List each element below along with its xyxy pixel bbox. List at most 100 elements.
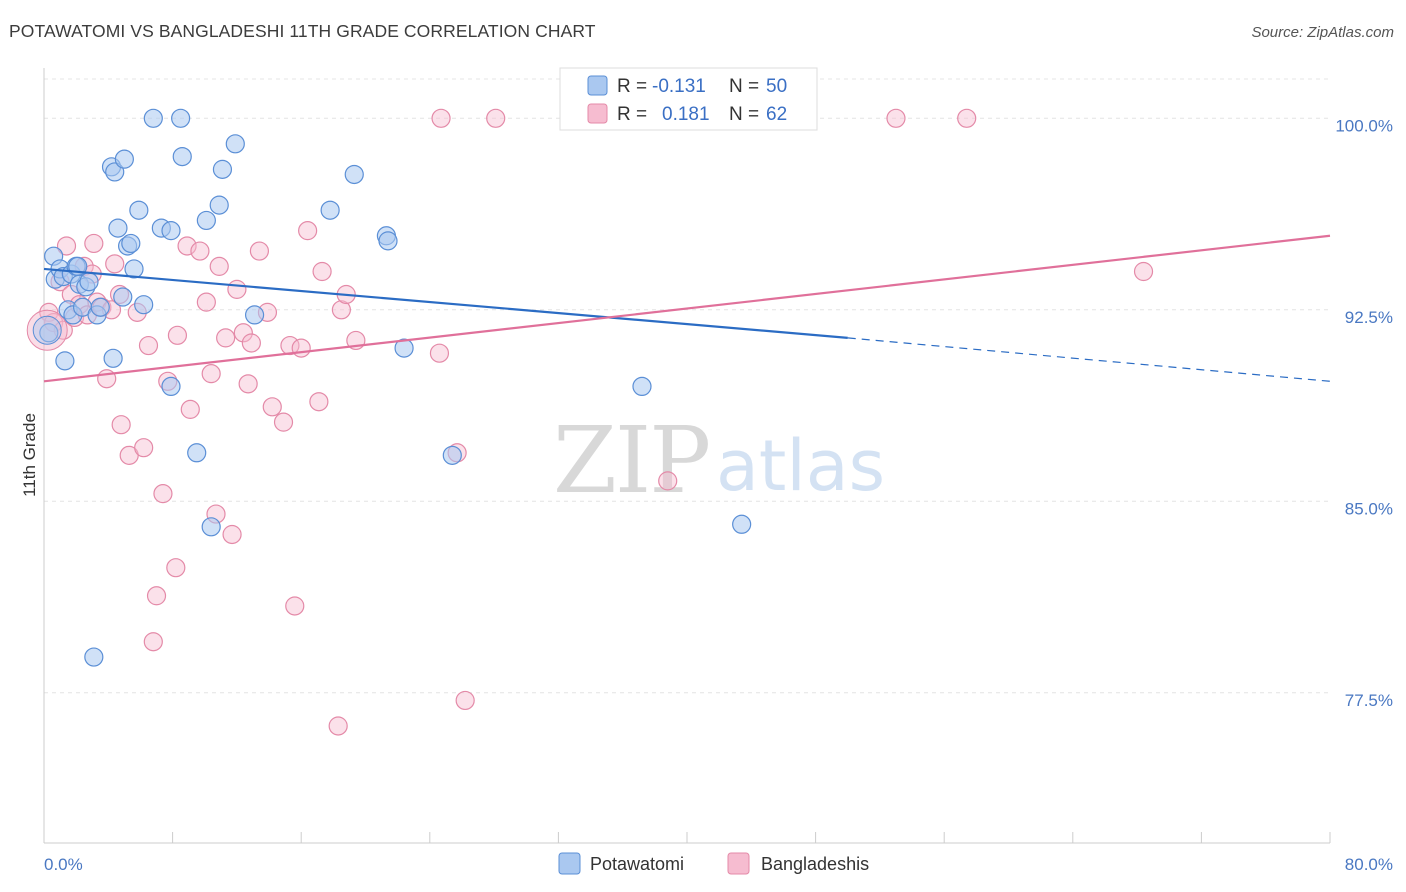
bangladeshi-point bbox=[201, 364, 221, 384]
bangladeshi-point bbox=[328, 716, 348, 736]
watermark-atlas: atlas bbox=[716, 425, 885, 507]
potawatomi-point bbox=[55, 351, 75, 371]
potawatomi-point bbox=[632, 376, 652, 396]
bangladeshi-point bbox=[486, 108, 506, 128]
bangladeshi-point bbox=[249, 241, 270, 261]
potawatomi-point bbox=[212, 159, 233, 179]
potawatomi-point bbox=[187, 443, 207, 463]
potawatomi-point bbox=[732, 514, 752, 534]
watermark-zip: ZIP bbox=[553, 407, 709, 514]
watermark: ZIP atlas bbox=[553, 407, 885, 514]
bangladeshi-point bbox=[111, 415, 131, 435]
potawatomi-point bbox=[171, 108, 191, 128]
bangladeshi-point bbox=[222, 524, 242, 545]
axis-layer bbox=[43, 68, 1330, 844]
potawatomi-point bbox=[225, 134, 245, 154]
potawatomi-point bbox=[161, 376, 181, 396]
bangladeshi-point bbox=[312, 261, 332, 282]
legend-n-value-potawatomi: 50 bbox=[766, 76, 787, 97]
legend-r-value-potawatomi: -0.131 bbox=[652, 76, 706, 97]
potawatomi-trend-extension bbox=[847, 337, 1331, 382]
bangladeshi-point bbox=[309, 392, 329, 412]
bangladeshi-point bbox=[241, 333, 261, 353]
series-legend-label-bangladeshi: Bangladeshis bbox=[761, 854, 869, 874]
bangladeshi-point bbox=[216, 328, 236, 348]
potawatomi-point bbox=[378, 231, 398, 251]
y-tick-label: 85.0% bbox=[1345, 499, 1393, 518]
potawatomi-point bbox=[201, 517, 221, 537]
potawatomi-point bbox=[114, 149, 134, 169]
bangladeshi-point bbox=[153, 484, 173, 504]
x-tick-label: 80.0% bbox=[1345, 855, 1393, 874]
bangladeshi-point bbox=[429, 343, 450, 363]
bangladeshi-point bbox=[957, 108, 977, 128]
bangladeshi-point bbox=[56, 236, 77, 256]
y-axis-label: 11th Grade bbox=[20, 413, 39, 497]
potawatomi-point bbox=[442, 445, 462, 465]
series-legend-swatch-potawatomi bbox=[558, 852, 581, 875]
x-tick-labels: 0.0% 80.0% bbox=[44, 855, 1393, 874]
legend-swatch-potawatomi bbox=[587, 75, 608, 96]
potawatomi-trend-line bbox=[43, 267, 848, 339]
bangladeshi-point bbox=[180, 399, 200, 419]
potawatomi-point bbox=[39, 323, 59, 343]
series-legend: Potawatomi Bangladeshis bbox=[558, 852, 869, 875]
potawatomi-point bbox=[79, 272, 99, 292]
bangladeshi-point bbox=[298, 221, 318, 241]
potawatomi-point bbox=[143, 108, 163, 128]
bangladeshi-point bbox=[167, 325, 188, 345]
bangladeshi-point bbox=[285, 596, 305, 616]
bangladeshi-point bbox=[177, 236, 197, 256]
bangladeshi-trend-line bbox=[43, 234, 1331, 383]
bangladeshi-point bbox=[273, 412, 294, 432]
x-tick-label: 0.0% bbox=[44, 855, 83, 874]
bangladeshi-point bbox=[166, 558, 186, 578]
potawatomi-cluster-point bbox=[32, 315, 62, 345]
series-legend-swatch-bangladeshi bbox=[727, 852, 750, 875]
legend-swatch-bangladeshi bbox=[587, 103, 608, 124]
potawatomi-point bbox=[394, 338, 414, 358]
bangladeshi-point bbox=[291, 338, 311, 358]
chart-source: Source: ZipAtlas.com bbox=[1251, 24, 1394, 41]
legend-n-value-bangladeshi: 62 bbox=[766, 104, 787, 125]
bangladeshi-point bbox=[146, 586, 167, 606]
bangladeshi-point bbox=[227, 279, 247, 299]
potawatomi-point bbox=[84, 647, 104, 667]
potawatomi-point bbox=[196, 210, 216, 231]
y-tick-labels: 77.5% 85.0% 92.5% 100.0% bbox=[1335, 116, 1393, 710]
potawatomi-point bbox=[244, 305, 265, 325]
potawatomi-point bbox=[103, 348, 123, 368]
bangladeshi-point bbox=[431, 108, 451, 128]
bangladeshi-point bbox=[105, 254, 125, 274]
bangladeshi-point bbox=[658, 471, 678, 491]
potawatomi-point bbox=[113, 287, 133, 307]
potawatomi-point bbox=[90, 297, 110, 317]
chart-title: POTAWATOMI VS BANGLADESHI 11TH GRADE COR… bbox=[9, 21, 596, 41]
bangladeshi-point bbox=[143, 632, 163, 652]
potawatomi-point bbox=[108, 218, 128, 238]
bangladeshi-point bbox=[138, 335, 159, 356]
potawatomi-points bbox=[32, 108, 752, 667]
y-tick-label: 77.5% bbox=[1345, 691, 1393, 710]
potawatomi-point bbox=[134, 295, 154, 315]
correlation-legend: R = -0.131 N = 50 R = 0.181 N = 62 bbox=[559, 67, 818, 131]
bangladeshi-point bbox=[134, 438, 154, 458]
y-tick-label: 92.5% bbox=[1345, 308, 1393, 327]
legend-r-value-bangladeshi: 0.181 bbox=[662, 104, 710, 125]
potawatomi-point bbox=[121, 233, 141, 254]
legend-n-label-bangladeshi: N = bbox=[729, 104, 759, 125]
potawatomi-point bbox=[320, 200, 340, 220]
bangladeshi-point bbox=[233, 323, 253, 343]
bangladeshi-point bbox=[84, 233, 104, 254]
bangladeshi-point bbox=[331, 300, 351, 320]
potawatomi-point bbox=[124, 259, 144, 279]
potawatomi-point bbox=[344, 164, 364, 185]
potawatomi-point bbox=[129, 200, 149, 220]
potawatomi-point bbox=[161, 221, 181, 241]
bangladeshi-point bbox=[209, 256, 229, 276]
bangladeshi-point bbox=[1133, 261, 1154, 282]
series-legend-label-potawatomi: Potawatomi bbox=[590, 854, 684, 874]
bangladeshi-point bbox=[196, 292, 216, 312]
potawatomi-point bbox=[105, 162, 125, 182]
